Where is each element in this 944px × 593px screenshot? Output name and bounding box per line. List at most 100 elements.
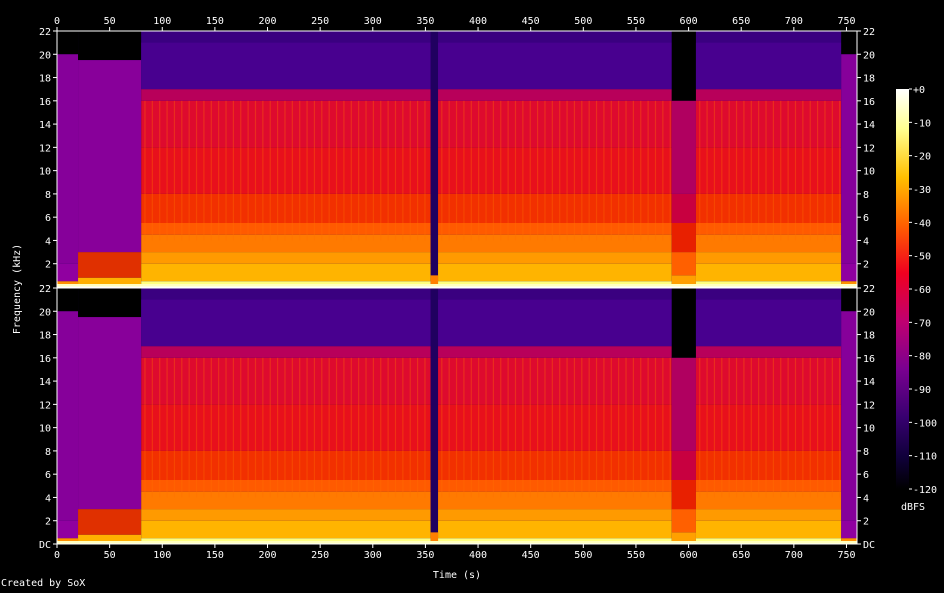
y-tick-label-right: 2 (863, 517, 869, 528)
segment-2-band-2 (141, 252, 431, 264)
segment-1-band-1 (78, 252, 142, 278)
y-tick-label-right: 10 (863, 167, 875, 178)
segment-5-band-0 (671, 275, 696, 287)
segment-0-band-1 (57, 520, 79, 539)
streak (625, 100, 627, 241)
streak (529, 100, 531, 241)
segment-6-band-7 (695, 357, 842, 405)
y-tick-label-right: 12 (863, 143, 875, 154)
streak (417, 100, 419, 241)
y-tick-label-right: 2 (863, 260, 869, 271)
segment-7-band-2 (841, 311, 857, 521)
segment-7-top (841, 288, 857, 312)
streak (195, 357, 198, 498)
streak (195, 100, 198, 241)
streak (794, 100, 797, 241)
segment-1-top (78, 31, 142, 61)
streak (618, 100, 620, 241)
x-tick-label-bottom: 500 (574, 550, 592, 561)
segment-3-band-0 (430, 532, 439, 544)
segment-2-band-7 (141, 357, 431, 405)
streak (291, 100, 293, 241)
streak (470, 357, 472, 498)
y-tick-label-left: 6 (45, 213, 51, 224)
segment-4-band-5 (438, 193, 672, 223)
segment-4-band-6 (438, 404, 672, 451)
y-tick-label-left: 18 (39, 74, 51, 85)
segment-2-band-8 (141, 89, 431, 101)
colorbar-tick-label: -20 (913, 152, 931, 163)
segment-0-band-1 (57, 263, 79, 282)
segment-1-band-1 (78, 509, 142, 535)
x-tick-label-top: 350 (416, 16, 434, 27)
segment-7-top (841, 31, 857, 55)
segment-6-band-3 (695, 491, 842, 510)
streak (321, 100, 323, 241)
streak (809, 357, 811, 498)
streak (529, 357, 531, 498)
streak (721, 100, 723, 241)
segment-1-band-2 (78, 317, 142, 510)
y-tick-label-left: 16 (39, 354, 51, 365)
streak (284, 100, 286, 241)
channel-1 (57, 31, 857, 287)
y-tick-label-right: 18 (863, 74, 875, 85)
streak (544, 357, 546, 498)
x-ticks-bottom: 0 50 100 150 200 250 300 350 400 450 500 550 600 650 7… (54, 544, 856, 561)
segment-1-band-2 (78, 60, 142, 253)
streak (173, 357, 176, 498)
streak (424, 100, 426, 241)
segment-6-band-5 (695, 450, 842, 480)
y-tick-label-right: DC (863, 540, 875, 551)
streak (632, 100, 634, 241)
segment-4-band-7 (438, 100, 672, 148)
streak (306, 357, 308, 498)
x-tick-label-top: 150 (206, 16, 224, 27)
streak (485, 100, 487, 241)
streak (151, 357, 153, 498)
streak (765, 357, 767, 498)
y-tick-label-right: 20 (863, 307, 875, 318)
y-tick-label-right: 8 (863, 190, 869, 201)
streak (743, 100, 745, 241)
colorbar-tick-label: -30 (913, 185, 931, 196)
streak (350, 357, 352, 498)
streak (365, 100, 367, 241)
segment-2-band-5 (141, 193, 431, 223)
streak (758, 100, 760, 241)
streak (210, 100, 212, 241)
streak (669, 100, 671, 241)
streak (492, 100, 494, 241)
streak (478, 357, 480, 498)
streak (181, 357, 183, 498)
y-tick-label-left: 2 (45, 517, 51, 528)
plot-frames (56, 30, 858, 545)
segment-2-band-6 (141, 147, 431, 194)
x-tick-label-bottom: 250 (311, 550, 329, 561)
y-tick-label-left: 10 (39, 167, 51, 178)
x-tick-label-bottom: 350 (416, 550, 434, 561)
segment-4-band-2 (438, 252, 672, 264)
streak (470, 100, 472, 241)
segment-6-band-3 (695, 234, 842, 253)
streak (277, 100, 279, 241)
segment-6-band-4 (695, 480, 842, 492)
streak (328, 100, 330, 241)
segment-6-band-1 (695, 520, 842, 539)
streak (713, 100, 716, 241)
colorbar-tick-label: -80 (913, 352, 931, 363)
segment-5-band-1 (671, 252, 696, 276)
y-tick-label-left: 6 (45, 470, 51, 481)
streak (203, 100, 205, 241)
streak (365, 357, 367, 498)
segment-5-band-4 (671, 357, 696, 451)
x-tick-label-bottom: 700 (785, 550, 803, 561)
streak (735, 100, 738, 241)
x-tick-label-bottom: 750 (837, 550, 855, 561)
streak (387, 100, 389, 241)
segment-6-violet (695, 42, 842, 90)
streak (409, 100, 411, 241)
segment-6-band-7 (695, 100, 842, 148)
colorbar-tick-label: +0 (913, 85, 925, 96)
frame-channel-1 (56, 30, 858, 288)
